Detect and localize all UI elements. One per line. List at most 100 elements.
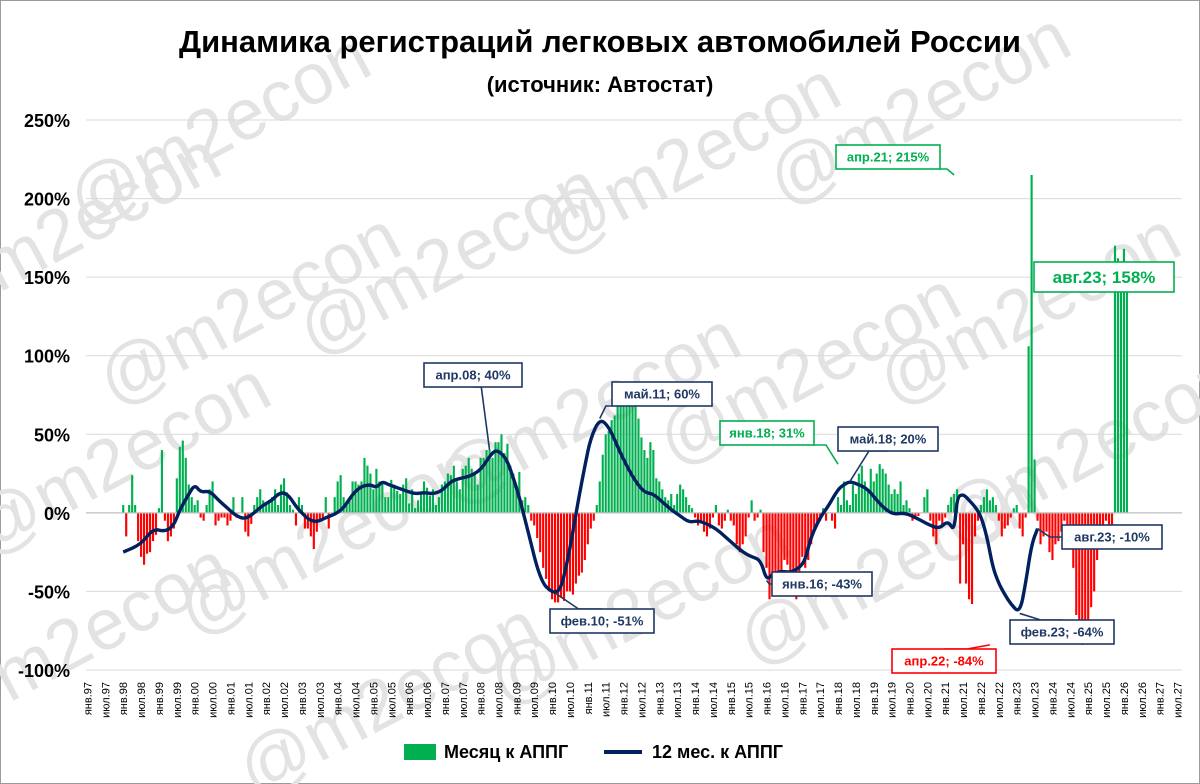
bar [551,512,554,600]
bar [333,497,336,513]
bar [1048,512,1051,553]
annotation-box [837,426,939,452]
bar [994,505,997,513]
bar [863,481,866,513]
bar [562,512,566,601]
annotation-box [1009,619,1115,645]
x-tick-label: янв.08 [476,682,488,715]
x-tick-label: янв.07 [440,682,452,715]
bar [479,457,482,513]
bar [268,503,271,513]
x-tick-label: янв.03 [297,682,309,715]
bar [190,497,193,513]
bar [452,465,455,513]
bar [693,512,697,518]
bar [759,509,762,513]
bar [1045,512,1048,532]
bar [154,512,158,535]
bar [554,512,557,603]
bar [929,512,932,521]
bar [187,484,190,513]
bar [959,512,962,584]
bar [795,512,798,600]
x-tick-label: июл.05 [386,682,398,718]
x-tick-label: янв.16 [762,682,774,715]
x-tick-label: июл.13 [672,682,684,718]
bar [610,420,613,513]
bar [205,505,208,513]
bar [685,497,688,513]
legend: Месяц к АППГ 12 мес. к АППГ [404,742,783,762]
bar [458,489,461,513]
bar [613,415,616,513]
bar [309,512,312,537]
bar [604,434,607,513]
bar [1021,512,1024,537]
bar [1063,512,1066,521]
bar [122,505,125,513]
bar [506,443,509,513]
bar [583,512,586,560]
bar [804,512,807,568]
bar [833,512,837,529]
bar [178,446,181,513]
bar [890,494,893,513]
bar [545,512,548,579]
bar [741,512,744,545]
x-tick-label: янв.17 [797,682,809,715]
bar [1024,512,1027,518]
chart-subtitle: (источник: Автостат) [487,72,714,97]
bar [318,512,321,521]
bar [1027,346,1030,513]
bar [1078,512,1081,639]
bar [396,490,399,513]
bar [1102,512,1105,526]
bar [679,484,682,513]
bar [175,478,178,513]
bar [792,512,795,573]
x-tick-label: июл.97 [100,682,112,718]
bar [1087,512,1090,623]
bar [524,497,527,513]
bar [914,512,917,518]
bar [226,512,229,526]
bar [884,473,887,513]
bar [291,509,295,513]
bar [294,512,298,526]
bar [297,497,301,513]
x-tick-label: янв.09 [511,682,523,715]
x-tick-label: июл.11 [601,682,613,717]
bar [1119,274,1123,513]
bar [393,484,396,513]
bar [241,497,244,513]
bar [282,478,286,513]
bar [881,468,884,513]
bar [1084,512,1087,631]
bar [950,497,953,513]
bar [577,512,580,576]
bar [783,512,786,560]
x-tick-label: июл.22 [994,682,1006,718]
x-tick-label: июл.08 [493,682,505,718]
bar [967,512,971,600]
bar [854,494,857,513]
bar [140,512,143,557]
bar [437,497,440,513]
bar [348,500,351,513]
bar [878,464,881,513]
bar [157,508,161,513]
bar [676,494,679,513]
bar [720,512,723,529]
bar [1000,512,1003,537]
bar [285,492,289,513]
bar [836,497,840,513]
annotation-box [549,608,655,634]
bar [202,512,205,521]
bar [1090,512,1093,608]
x-tick-label: июл.25 [1101,682,1113,718]
annotations: апр.21; 215% авг.23; 158% янв.18; 31% апр.2… [423,144,1175,674]
x-tick-label: янв.21 [940,682,952,715]
bar [670,494,673,513]
bar [369,473,372,513]
